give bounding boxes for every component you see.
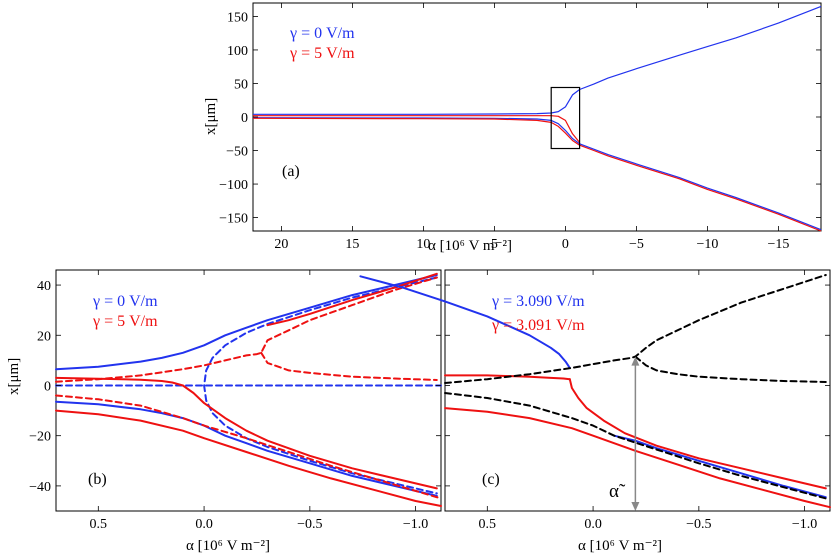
series-line-b-3 <box>203 276 438 495</box>
series-line-b-7 <box>55 409 442 507</box>
alpha-tilde-arrowhead-top <box>631 356 640 366</box>
series-line-c-7 <box>444 392 827 500</box>
panel-c-legend-gamma2: γ = 3.091 V/m <box>491 317 585 334</box>
panel-b-curves <box>55 272 442 507</box>
panel-c-xlabel: α [10⁶ V m⁻²] <box>578 538 662 554</box>
x-tick-label: −15 <box>767 237 789 252</box>
series-line-b-9 <box>260 351 438 381</box>
panel-b-tag: (b) <box>88 471 107 488</box>
panel-a-ylabel: x[μm] <box>203 98 219 135</box>
y-tick-label: 0 <box>241 111 248 126</box>
y-tick-label: 150 <box>227 10 248 25</box>
series-line-c-6 <box>634 355 827 383</box>
panel-b-legend-gamma0: γ = 0 V/m <box>92 293 158 310</box>
x-tick-label: 10 <box>416 237 430 252</box>
y-tick-label: 50 <box>234 77 248 92</box>
x-tick-label: 20 <box>274 237 288 252</box>
y-tick-label: −20 <box>29 430 51 445</box>
alpha-tilde-arrowhead-bottom <box>631 502 640 511</box>
series-line-a-1 <box>252 117 822 231</box>
series-line-b-0 <box>55 274 438 371</box>
series-line-b-10 <box>55 394 442 500</box>
x-tick-label: −0.5 <box>686 517 711 532</box>
series-line-a-3 <box>252 117 822 232</box>
x-tick-label: 5 <box>491 237 498 252</box>
series-line-b-6 <box>266 272 438 327</box>
panel-a-legend-gamma5: γ = 5 V/m <box>289 45 355 62</box>
panel-c-ticks: 0.5 0.0 −0.5 −1.0 <box>445 270 830 532</box>
y-tick-label: −100 <box>219 178 248 193</box>
y-tick-label: 0 <box>44 379 51 394</box>
panel-b-ticks: 0.5 0.0 −0.5 −1.0 40 20 0 −20 −40 <box>29 270 441 532</box>
x-tick-label: −1.0 <box>792 517 817 532</box>
x-tick-label: −10 <box>696 237 718 252</box>
x-tick-label: −5 <box>629 237 644 252</box>
series-line-c-2 <box>444 374 571 381</box>
panel-c-frame <box>444 269 831 512</box>
panel-a-curves <box>252 5 822 232</box>
series-line-c-1 <box>613 434 827 499</box>
x-tick-label: 0.5 <box>479 517 497 532</box>
series-line-c-5 <box>444 274 827 384</box>
series-line-b-8 <box>55 276 438 383</box>
panel-b: 0.5 0.0 −0.5 −1.0 40 20 0 −20 −40 γ = 0 V/m γ = … <box>6 269 442 554</box>
y-tick-label: −40 <box>29 480 51 495</box>
y-tick-label: −150 <box>219 212 248 227</box>
panel-a-legend-gamma0: γ = 0 V/m <box>289 25 355 42</box>
x-tick-label: 0.5 <box>90 517 108 532</box>
panel-c-legend-gamma1: γ = 3.090 V/m <box>491 293 585 310</box>
series-line-c-4 <box>444 407 831 509</box>
y-tick-label: 40 <box>37 279 51 294</box>
panel-b-ylabel: x[μm] <box>6 358 22 395</box>
y-tick-label: 20 <box>37 329 51 344</box>
y-tick-label: −50 <box>226 145 248 160</box>
x-tick-label: 0 <box>562 237 569 252</box>
x-tick-label: 0.0 <box>584 517 602 532</box>
series-line-b-1 <box>55 400 438 497</box>
x-tick-label: 15 <box>345 237 359 252</box>
x-tick-label: −1.0 <box>403 517 428 532</box>
y-tick-label: 100 <box>227 44 248 59</box>
series-line-c-0 <box>359 275 571 369</box>
panel-b-xlabel: α [10⁶ V m⁻²] <box>186 538 270 554</box>
panel-c-tag: (c) <box>482 471 500 488</box>
series-line-b-5 <box>181 384 438 490</box>
panel-c-alpha-tilde-label: α̃ <box>609 481 626 502</box>
panel-c-curves <box>359 274 831 511</box>
panel-a-xlabel: α [10⁶ V m⁻²] <box>428 238 512 254</box>
panel-a-tag: (a) <box>282 163 300 180</box>
panel-b-legend-gamma5: γ = 5 V/m <box>92 313 158 330</box>
series-line-b-4 <box>55 376 184 387</box>
series-line-c-3 <box>568 378 827 490</box>
panel-b-frame <box>55 269 442 512</box>
x-tick-label: 0.0 <box>195 517 213 532</box>
zoom-inset-box <box>550 86 581 150</box>
x-tick-label: −0.5 <box>297 517 322 532</box>
